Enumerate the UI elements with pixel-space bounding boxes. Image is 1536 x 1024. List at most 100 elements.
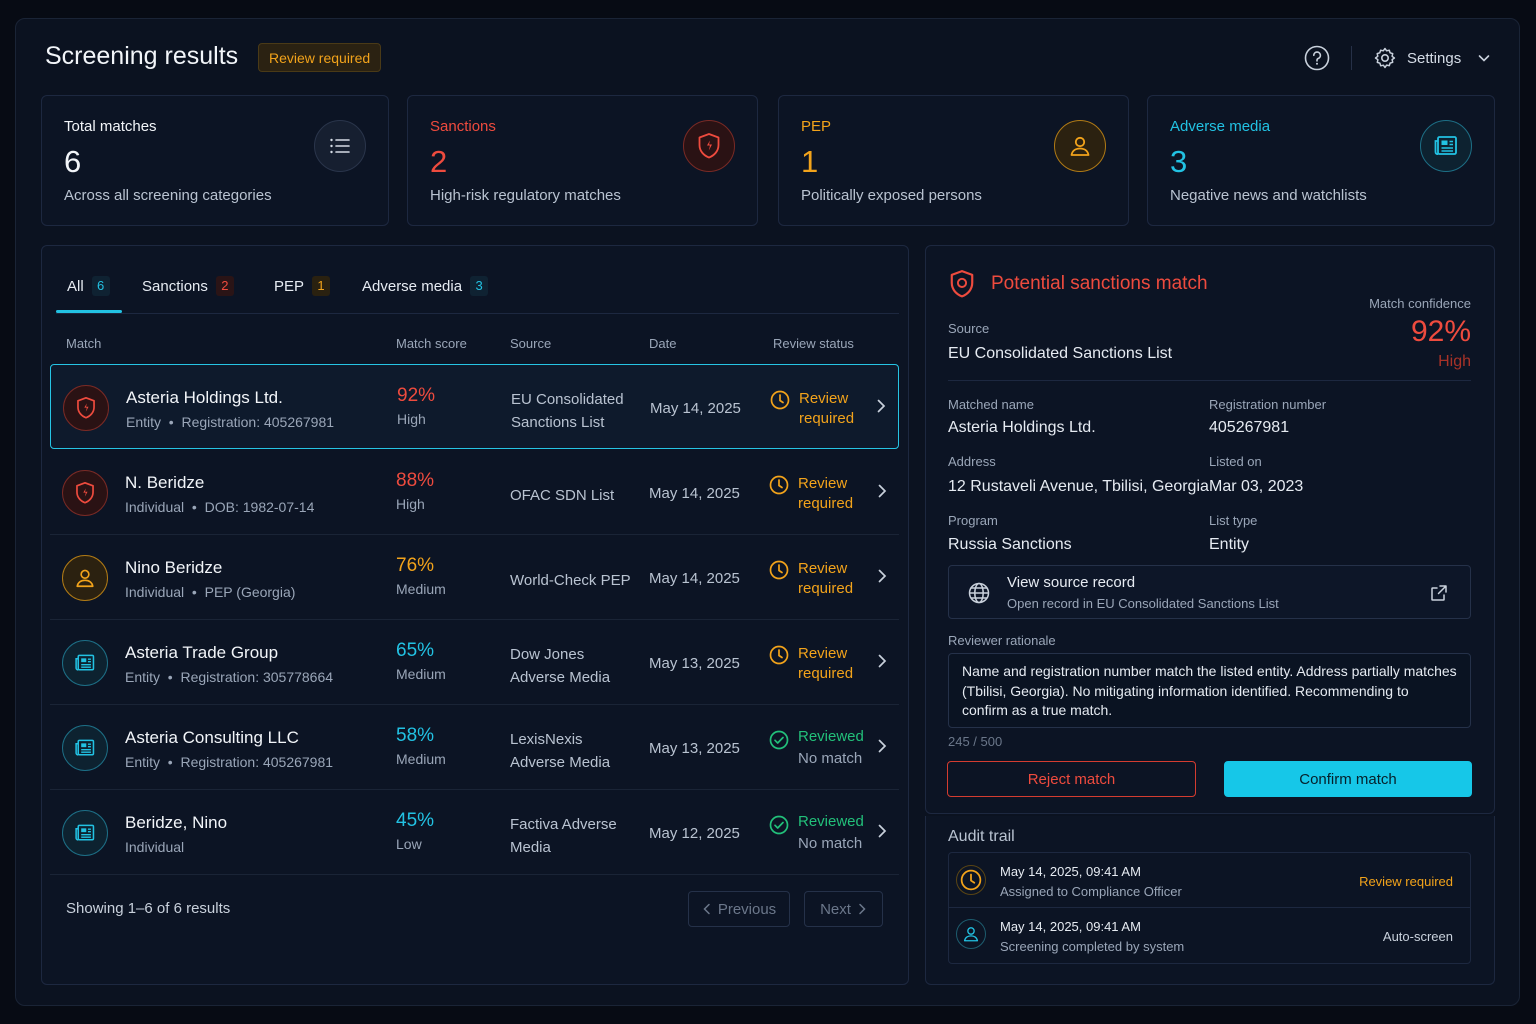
review-status: Review required (798, 560, 854, 597)
chevron-left-icon (703, 903, 710, 915)
tab-sanctions[interactable]: Sanctions 2 (142, 276, 234, 296)
match-score: 58% (396, 725, 435, 746)
table-row[interactable]: Asteria Trade Group Entity • Registratio… (50, 620, 899, 705)
match-date: May 14, 2025 (649, 485, 740, 502)
stat-subtitle: Negative news and watchlists (1170, 187, 1367, 204)
newspaper-icon (62, 810, 108, 856)
column-header-match[interactable]: Match (66, 336, 102, 351)
table-row[interactable]: Beridze, Nino Individual 45% Low Factiva… (50, 790, 899, 875)
chevron-right-icon[interactable] (875, 483, 889, 499)
confidence-level: High (1438, 353, 1471, 370)
match-date: May 14, 2025 (649, 570, 740, 587)
stat-subtitle: Politically exposed persons (801, 187, 982, 204)
match-date: May 12, 2025 (649, 825, 740, 842)
stat-label: PEP (801, 118, 832, 135)
reject-match-button[interactable]: Reject match (947, 761, 1196, 797)
field-label: Listed on (1209, 454, 1262, 469)
tab-count: 1 (312, 276, 331, 296)
stat-card-total[interactable]: Total matches 6 Across all screening cat… (41, 95, 389, 226)
header-divider (1351, 46, 1352, 70)
match-type: Entity (125, 669, 161, 685)
audit-time: May 14, 2025, 09:41 AM (1000, 919, 1141, 934)
detail-divider (948, 380, 1471, 381)
chevron-right-icon[interactable] (874, 398, 888, 414)
tab-pep[interactable]: PEP 1 (274, 276, 331, 296)
column-header-date[interactable]: Date (649, 336, 677, 351)
stat-card-sanctions[interactable]: Sanctions 2 High-risk regulatory matches (407, 95, 758, 226)
chevron-right-icon (859, 903, 866, 915)
match-type: Entity (125, 754, 161, 770)
tab-all[interactable]: All 6 (67, 276, 110, 296)
column-header-score[interactable]: Match score (396, 336, 467, 351)
match-name: Asteria Trade Group (125, 643, 279, 662)
previous-page-button[interactable]: Previous (688, 891, 790, 927)
stat-value: 2 (430, 144, 448, 179)
review-status: Reviewed No match (798, 812, 864, 854)
column-header-status[interactable]: Review status (773, 336, 854, 351)
match-date: May 14, 2025 (650, 400, 741, 417)
match-level: Medium (396, 751, 446, 767)
field-value: Mar 03, 2023 (1209, 478, 1304, 495)
match-level: High (396, 496, 425, 512)
newspaper-icon (62, 640, 108, 686)
chevron-right-icon[interactable] (875, 823, 889, 839)
stat-label: Sanctions (430, 118, 496, 135)
stat-label: Total matches (64, 118, 157, 135)
shield-icon (63, 385, 109, 431)
person-icon (62, 555, 108, 601)
table-row[interactable]: Asteria Holdings Ltd. Entity • Registrat… (50, 364, 899, 449)
check-circle-icon (769, 730, 789, 750)
field-label: Address (948, 454, 996, 469)
chevron-right-icon[interactable] (875, 738, 889, 754)
detail-title: Potential sanctions match (991, 273, 1208, 294)
audit-panel (925, 816, 1495, 985)
review-status-label: Reviewed (798, 728, 864, 745)
newspaper-icon (1420, 120, 1472, 172)
tab-label: Adverse media (362, 277, 463, 295)
match-name: N. Beridze (125, 473, 205, 492)
view-source-record-link[interactable]: View source record Open record in EU Con… (948, 565, 1471, 619)
match-type: Individual (125, 584, 185, 600)
rationale-textarea[interactable]: Name and registration number match the l… (948, 653, 1471, 728)
source-label: Source (948, 321, 990, 336)
review-status-label: Reviewed (798, 813, 864, 830)
audit-time: May 14, 2025, 09:41 AM (1000, 864, 1141, 879)
stat-card-adverse-media[interactable]: Adverse media 3 Negative news and watchl… (1147, 95, 1495, 226)
match-meta: Entity • Registration: 405267981 (126, 414, 335, 430)
match-source: OFAC SDN List (510, 487, 615, 504)
audit-list (948, 852, 1471, 964)
stat-card-pep[interactable]: PEP 1 Politically exposed persons (778, 95, 1129, 226)
match-score: 92% (397, 385, 436, 406)
column-header-source[interactable]: Source (510, 336, 552, 351)
confidence-value: 92% (1410, 315, 1471, 348)
settings-button[interactable]: Settings (1373, 44, 1491, 72)
match-date: May 13, 2025 (649, 655, 740, 672)
gear-icon (1374, 47, 1396, 69)
confirm-match-button[interactable]: Confirm match (1224, 761, 1472, 797)
next-page-button[interactable]: Next (804, 891, 883, 927)
shield-icon (683, 120, 735, 172)
table-row[interactable]: N. Beridze Individual • DOB: 1982-07-14 … (50, 450, 899, 535)
source-value: EU Consolidated Sanctions List (948, 345, 1173, 362)
match-meta: Individual • PEP (Georgia) (125, 584, 296, 600)
tab-adverse-media[interactable]: Adverse media 3 (362, 276, 489, 296)
match-level: Medium (396, 666, 446, 682)
globe-icon (968, 582, 990, 604)
match-type: Individual (125, 839, 185, 855)
external-link-icon (1431, 585, 1447, 601)
help-button[interactable] (1303, 44, 1331, 72)
table-row[interactable]: Nino Beridze Individual • PEP (Georgia) … (50, 535, 899, 620)
chevron-right-icon[interactable] (875, 653, 889, 669)
person-icon (956, 919, 986, 949)
field-label: List type (1209, 513, 1258, 528)
source-record-title: View source record (1007, 574, 1136, 591)
review-status: Review required (799, 390, 855, 427)
match-score: 76% (396, 555, 435, 576)
match-detail: PEP (Georgia) (204, 584, 296, 600)
chevron-right-icon[interactable] (875, 568, 889, 584)
field-value: 405267981 (1209, 419, 1290, 436)
stat-subtitle: Across all screening categories (64, 187, 272, 204)
table-row[interactable]: Asteria Consulting LLC Entity • Registra… (50, 705, 899, 790)
person-icon (1054, 120, 1106, 172)
match-source: Dow Jones Adverse Media (510, 646, 611, 686)
